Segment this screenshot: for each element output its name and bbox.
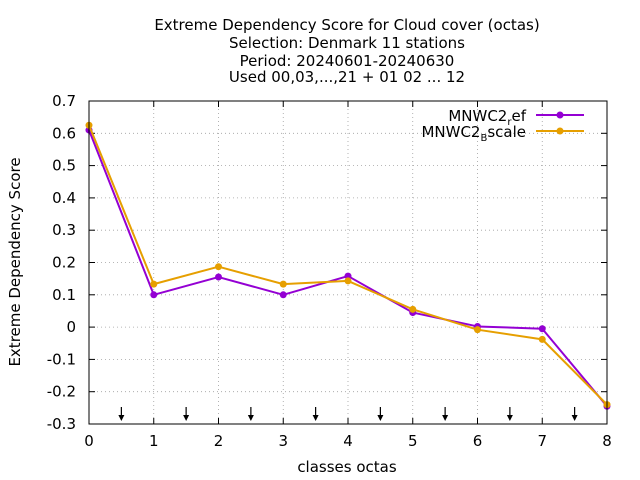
down-arrow-icon [312,407,319,421]
series-2 [85,121,611,409]
data-point [279,280,287,288]
data-point [344,277,352,285]
legend-2-sub: B [480,133,487,144]
class-boundary-arrows [118,407,578,421]
x-axis-label: classes octas [297,458,397,476]
down-arrow-icon [377,407,384,421]
arrow-head [247,415,254,421]
legend-1-sub: r [507,117,512,128]
title-line-3: Period: 20240601-20240630 [240,52,455,70]
chart-title: Extreme Dependency Score for Cloud cover… [154,16,539,86]
grid-lines [89,101,607,424]
tick-labels: 0 1 2 3 4 5 6 7 8 -0.3 -0.2 -0.1 0 0.1 0.2 0.3 0.4 0.5 0.6… [47,92,612,450]
arrow-head [442,415,449,421]
legend-label-series-1: MNWC2ref [448,107,526,128]
title-line-2: Selection: Denmark 11 stations [229,34,465,52]
arrow-head [312,415,319,421]
series-line [88,129,608,407]
down-arrow-icon [118,407,125,421]
y-axis-label: Extreme Dependency Score [6,157,24,366]
data-point [344,272,352,280]
legend: MNWC2ref MNWC2Bscale [421,107,584,144]
down-arrow-icon [442,407,449,421]
data-point [150,280,158,288]
series-line [88,124,608,406]
data-point [150,291,158,299]
plot-frame [88,100,608,425]
title-line-1: Extreme Dependency Score for Cloud cover… [154,16,539,34]
y-tick-label: 0.7 [52,92,76,110]
legend-marker-series-2 [556,127,564,135]
arrow-head [377,415,384,421]
y-tick-label: -0.3 [47,415,76,433]
x-tick-label: 0 [84,432,94,450]
x-tick-label: 4 [343,432,353,450]
y-tick-label: 0.6 [52,124,76,142]
x-tick-label: 1 [149,432,159,450]
y-tick-label: 0.3 [52,221,76,239]
x-tick-label: 3 [278,432,288,450]
legend-entry-mnwc2-bscale: MNWC2Bscale [421,123,584,144]
data-point [215,273,222,281]
x-tick-label: 6 [473,432,483,450]
legend-2-base: MNWC2 [421,123,480,141]
data-point [538,325,546,333]
series-layer [85,121,611,410]
down-arrow-icon [247,407,254,421]
arrow-head [506,415,513,421]
title-line-4: Used 00,03,...,21 + 01 02 ... 12 [229,68,465,86]
y-tick-label: 0.4 [52,189,76,207]
down-arrow-icon [183,407,190,421]
y-tick-label: 0.2 [52,254,76,272]
data-point [474,326,481,334]
data-point [279,291,287,299]
arrow-head [183,415,190,421]
y-tick-label: 0 [66,318,76,336]
x-tick-label: 2 [214,432,224,450]
down-arrow-icon [506,407,513,421]
x-tick-label: 5 [408,432,418,450]
y-tick-label: 0.5 [52,157,76,175]
x-tick-label: 7 [537,432,547,450]
legend-marker-series-1 [556,111,564,119]
y-tick-label: 0.1 [52,286,76,304]
down-arrow-icon [571,407,578,421]
legend-entry-mnwc2-ref: MNWC2ref [448,107,584,128]
arrow-head [118,415,125,421]
arrow-head [571,415,578,421]
y-tick-label: -0.2 [47,383,76,401]
data-point [538,335,546,343]
legend-1-base: MNWC2 [448,107,507,125]
y-tick-label: -0.1 [47,350,76,368]
data-point [215,263,222,271]
legend-2-rest: scale [487,123,526,141]
legend-label-series-2: MNWC2Bscale [421,123,526,144]
x-tick-label: 8 [602,432,612,450]
data-point [409,305,417,313]
legend-1-rest: ef [511,107,526,125]
